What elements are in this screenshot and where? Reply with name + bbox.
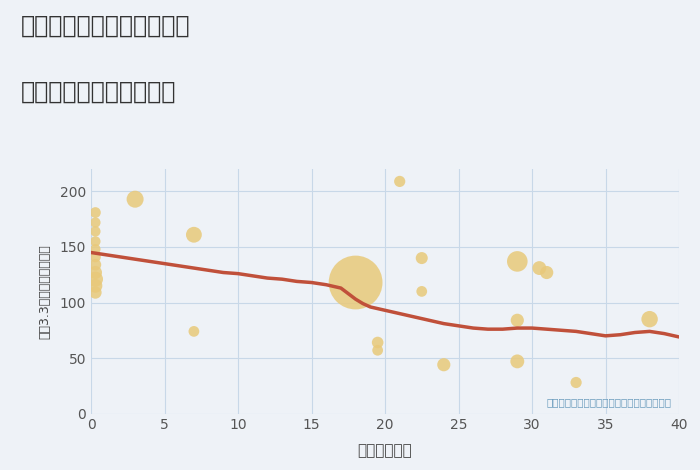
Point — [394, 178, 405, 185]
X-axis label: 築年数（年）: 築年数（年） — [358, 444, 412, 459]
Point — [372, 346, 384, 354]
Point — [188, 231, 199, 238]
Point — [90, 219, 101, 226]
Text: 円の大きさは、取引のあった物件面積を示す: 円の大きさは、取引のあった物件面積を示す — [547, 397, 672, 407]
Point — [90, 238, 101, 245]
Text: 築年数別中古戸建て価格: 築年数別中古戸建て価格 — [21, 80, 176, 104]
Point — [90, 209, 101, 216]
Point — [512, 316, 523, 324]
Point — [512, 258, 523, 265]
Point — [90, 253, 101, 261]
Point — [644, 315, 655, 323]
Point — [90, 282, 101, 290]
Point — [350, 279, 361, 286]
Point — [90, 289, 101, 296]
Point — [188, 328, 199, 335]
Point — [416, 254, 427, 262]
Point — [416, 288, 427, 295]
Point — [90, 275, 101, 283]
Point — [90, 269, 101, 276]
Point — [512, 358, 523, 365]
Point — [90, 245, 101, 253]
Point — [372, 339, 384, 346]
Point — [541, 269, 552, 276]
Point — [90, 227, 101, 235]
Y-axis label: 坪（3.3㎡）単価（万円）: 坪（3.3㎡）単価（万円） — [38, 244, 51, 339]
Point — [534, 264, 545, 272]
Text: 兵庫県西宮市塩瀬町名塩の: 兵庫県西宮市塩瀬町名塩の — [21, 14, 190, 38]
Point — [90, 261, 101, 268]
Point — [130, 196, 141, 203]
Point — [438, 361, 449, 368]
Point — [570, 379, 582, 386]
